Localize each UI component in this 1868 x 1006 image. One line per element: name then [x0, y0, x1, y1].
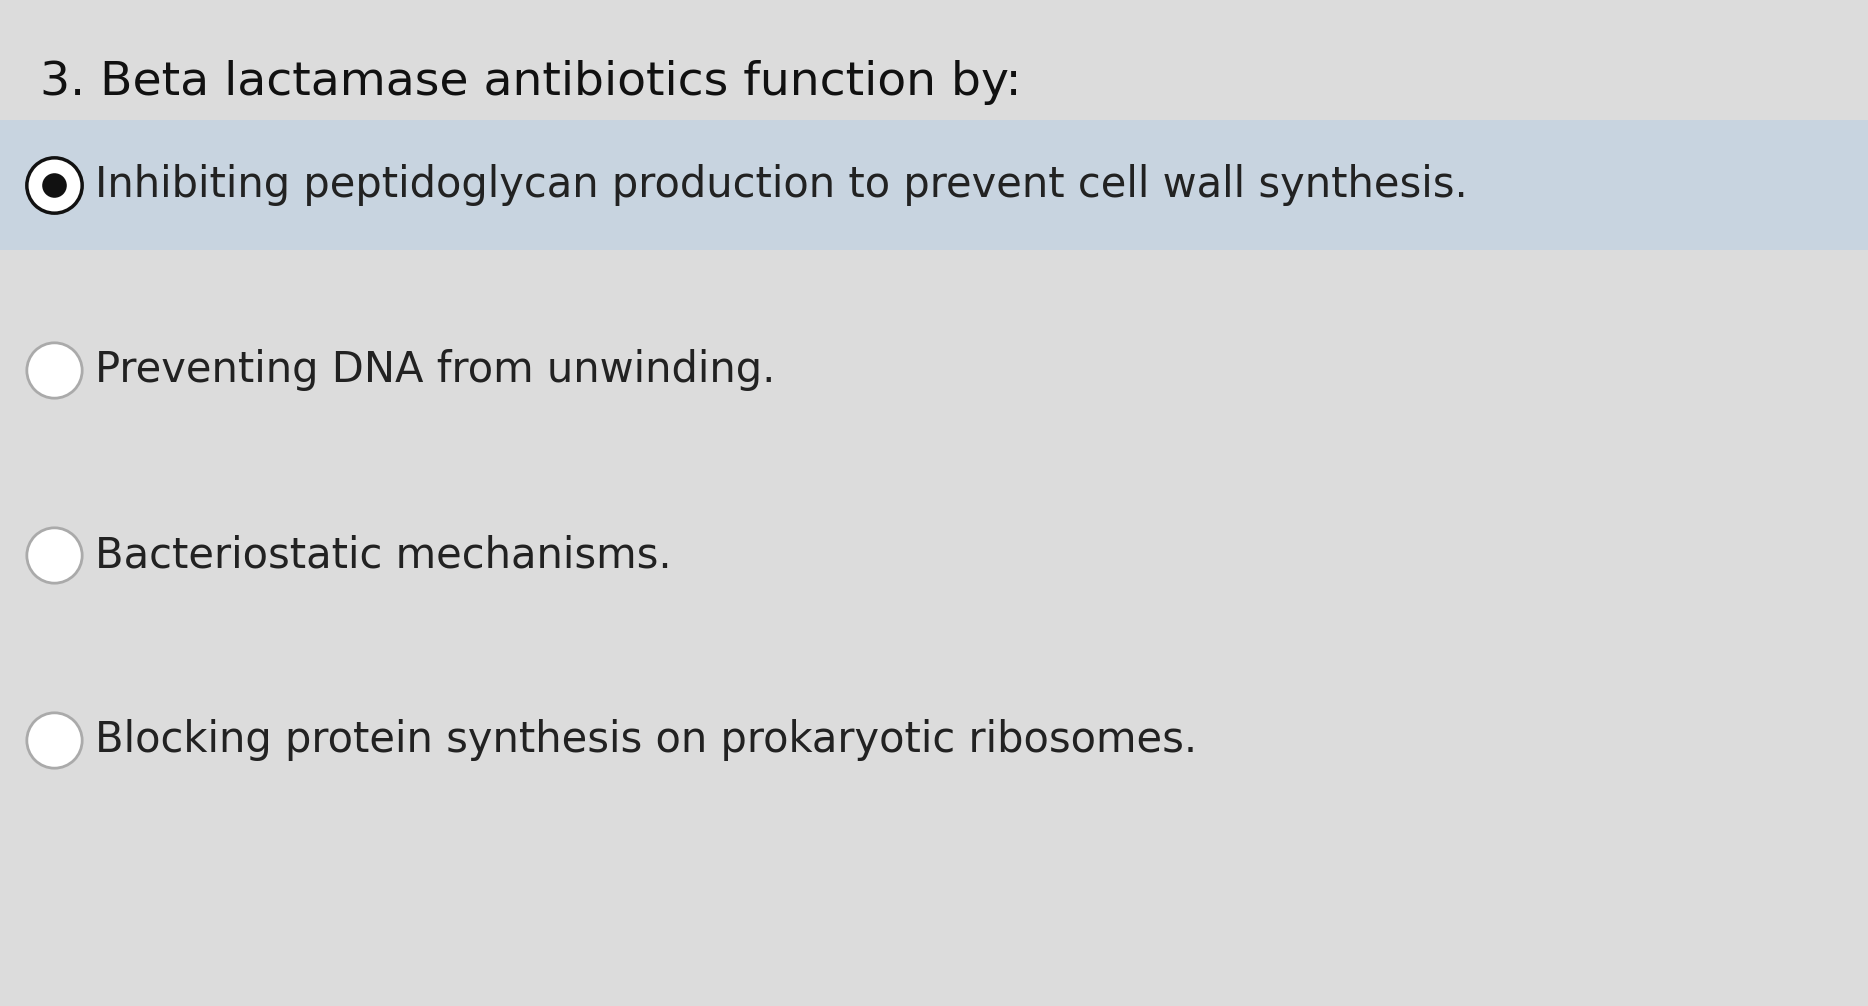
FancyBboxPatch shape [0, 120, 1868, 250]
Point [39, 732, 69, 748]
Point [39, 177, 69, 193]
Text: Preventing DNA from unwinding.: Preventing DNA from unwinding. [95, 349, 775, 391]
Point [39, 547, 69, 563]
Text: 3. Beta lactamase antibiotics function by:: 3. Beta lactamase antibiotics function b… [39, 60, 1022, 105]
Text: Inhibiting peptidoglycan production to prevent cell wall synthesis.: Inhibiting peptidoglycan production to p… [95, 164, 1468, 206]
Text: Bacteriostatic mechanisms.: Bacteriostatic mechanisms. [95, 534, 672, 576]
Point [39, 177, 69, 193]
Text: Blocking protein synthesis on prokaryotic ribosomes.: Blocking protein synthesis on prokaryoti… [95, 719, 1197, 761]
Point [39, 362, 69, 378]
